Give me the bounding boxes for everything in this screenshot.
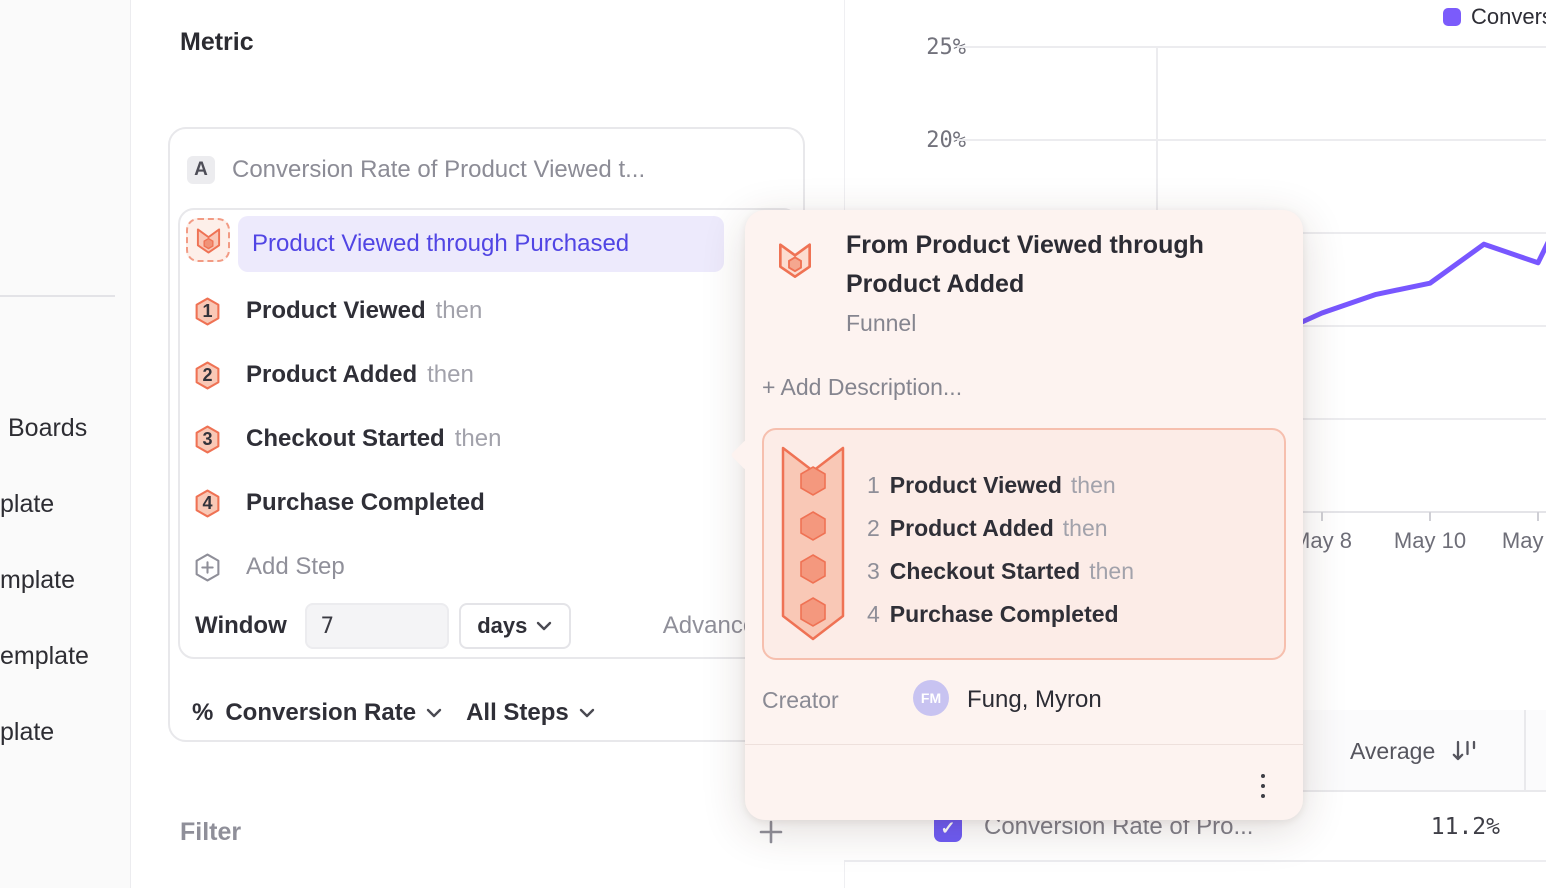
- popover-step-then: then: [1070, 471, 1116, 498]
- sidebar-item-template-3[interactable]: emplate: [0, 642, 89, 670]
- sidebar-item-template-1[interactable]: plate: [0, 490, 55, 518]
- popover-funnel-steps-box: 1 Product Viewed then 2 Product Added th…: [762, 428, 1286, 660]
- metric-section-heading: Metric: [180, 28, 254, 56]
- popover-metric-type: Funnel: [846, 310, 917, 336]
- window-label: Window: [195, 612, 287, 639]
- measurement-dropdown[interactable]: Conversion Rate: [225, 699, 442, 727]
- x-axis-label-may12: May 12: [1501, 528, 1546, 553]
- gridline-20pct: [957, 139, 1546, 141]
- step-then-label: then: [427, 361, 474, 388]
- steps-scope-label: All Steps: [466, 699, 569, 726]
- popover-step-name: Product Viewed: [889, 471, 1062, 498]
- funnel-step-1[interactable]: 1 Product Viewed then: [180, 279, 780, 343]
- x-tick-may8: [1321, 512, 1323, 521]
- popover-step-3: 3 Checkout Started then: [867, 556, 1134, 586]
- popover-step-number: 1: [867, 471, 880, 498]
- series-letter-badge: A: [187, 156, 215, 184]
- percent-symbol: %: [192, 699, 214, 726]
- sidebar-item-template-4[interactable]: plate: [0, 718, 55, 746]
- chevron-down-icon: [426, 708, 442, 718]
- legend-swatch: [1443, 8, 1461, 26]
- step-number: 2: [202, 365, 213, 385]
- sort-descending-icon: [1452, 740, 1476, 761]
- sidebar-item-boards[interactable]: Boards: [8, 414, 88, 442]
- creator-name: Fung, Myron: [967, 686, 1102, 713]
- measurement-label: Conversion Rate: [225, 699, 417, 726]
- step-number: 4: [202, 493, 213, 513]
- popover-step-number: 2: [867, 514, 880, 541]
- funnel-step-3[interactable]: 3 Checkout Started then: [180, 407, 780, 471]
- selected-funnel-step[interactable]: Product Viewed through Purchased: [238, 216, 724, 272]
- sidebar-divider: [0, 295, 115, 297]
- funnel-step-2[interactable]: 2 Product Added then: [180, 343, 780, 407]
- funnel-details-popover: From Product Viewed through Product Adde…: [730, 210, 1303, 820]
- step-event-name: Purchase Completed: [246, 489, 485, 516]
- popover-step-name: Purchase Completed: [889, 600, 1119, 627]
- step-event-name: Product Viewed: [246, 297, 426, 324]
- step-number-hexagon: 1: [194, 297, 221, 326]
- popover-step-2: 2 Product Added then: [867, 513, 1108, 543]
- step-number-hexagon: 4: [194, 489, 221, 518]
- filter-section: Filter: [180, 818, 241, 847]
- step-number-hexagon: 3: [194, 425, 221, 454]
- step-number: 1: [202, 301, 213, 321]
- chevron-down-icon: [536, 621, 552, 631]
- gridline-25pct: [957, 46, 1546, 48]
- series-average-value: 11.2%: [1430, 814, 1500, 840]
- window-value-input[interactable]: [304, 603, 449, 649]
- funnel-step-4[interactable]: 4 Purchase Completed: [180, 471, 780, 535]
- funnel-icon: [776, 240, 814, 285]
- sidebar-item-template-2[interactable]: mplate: [0, 566, 76, 594]
- funnel-metric-icon[interactable]: [186, 218, 230, 262]
- step-number-hexagon: 2: [194, 361, 221, 390]
- measurement-row: % Conversion Rate All Steps: [170, 682, 803, 744]
- legend-label: Conversion Rate of Pro...: [1471, 4, 1546, 29]
- plus-icon: [759, 820, 783, 844]
- chart-legend-item[interactable]: Conversion Rate of Pro...: [1443, 4, 1546, 30]
- funnel-icon: [196, 227, 220, 254]
- x-tick-may12: [1537, 512, 1539, 521]
- creator-avatar: FM: [913, 680, 949, 716]
- step-then-label: then: [435, 297, 483, 324]
- more-options-kebab-icon[interactable]: [1243, 764, 1283, 808]
- add-step-hexagon-plus-icon: [194, 553, 221, 582]
- popover-step-then: then: [1089, 557, 1134, 584]
- step-number: 3: [202, 429, 213, 449]
- popover-title: From Product Viewed through Product Adde…: [846, 231, 1204, 298]
- x-axis-label-may10: May 10: [1393, 528, 1467, 553]
- popover-step-1: 1 Product Viewed then: [867, 470, 1116, 500]
- steps-scope-dropdown[interactable]: All Steps: [466, 699, 595, 727]
- creator-label: Creator: [762, 687, 839, 713]
- sidebar: Boards plate mplate emplate plate: [0, 0, 131, 888]
- popover-step-number: 3: [867, 557, 880, 584]
- metric-series-title[interactable]: Conversion Rate of Product Viewed t...: [232, 156, 646, 183]
- step-event-name: Product Added: [246, 361, 418, 388]
- average-column-header[interactable]: Average: [1350, 736, 1479, 766]
- funnel-ribbon-icon: [781, 446, 845, 641]
- step-then-label: then: [454, 425, 502, 452]
- average-header-label: Average: [1350, 737, 1436, 764]
- popover-step-then: then: [1062, 514, 1108, 541]
- add-filter-button[interactable]: [753, 814, 789, 850]
- chevron-down-icon: [579, 708, 595, 718]
- add-step-label: Add Step: [246, 553, 345, 580]
- step-event-name: Checkout Started: [246, 425, 445, 452]
- table-column-divider: [1524, 710, 1526, 862]
- popover-footer-divider: [745, 744, 1303, 745]
- window-unit-value: days: [477, 613, 528, 638]
- conversion-window-row: Window days Advanced: [180, 595, 800, 657]
- add-step-button[interactable]: Add Step: [180, 535, 780, 599]
- window-unit-select[interactable]: days: [458, 603, 571, 649]
- filter-heading: Filter: [180, 818, 242, 846]
- x-tick-may10: [1429, 512, 1431, 521]
- popover-step-4: 4 Purchase Completed: [867, 599, 1128, 629]
- popover-step-name: Product Added: [889, 514, 1054, 541]
- add-description-link[interactable]: + Add Description...: [762, 374, 963, 400]
- popover-step-number: 4: [867, 600, 880, 627]
- funnel-steps-card: Product Viewed through Purchased 1 Produ…: [178, 208, 799, 659]
- metric-card: A Conversion Rate of Product Viewed t...…: [168, 127, 805, 742]
- popover-step-name: Checkout Started: [889, 557, 1081, 584]
